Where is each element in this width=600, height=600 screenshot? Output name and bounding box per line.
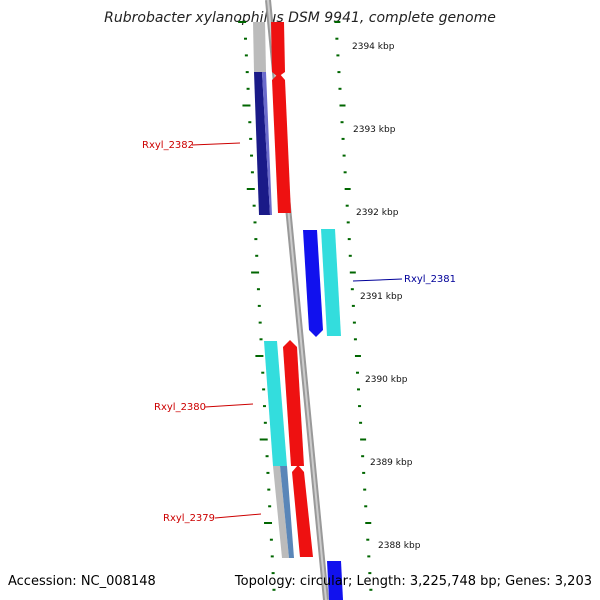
gene-rxyl-2380[interactable] — [264, 340, 304, 466]
leader-line-rxyl-2380 — [204, 403, 254, 408]
cyan-track[interactable] — [264, 341, 287, 466]
red-cds-segment[interactable] — [271, 22, 285, 77]
partial-feature-top[interactable] — [253, 22, 285, 77]
ruler-label-2394: 2394 kbp — [352, 42, 395, 52]
right-ruler-ticks — [334, 21, 373, 591]
ruler-label-2391: 2391 kbp — [360, 292, 403, 302]
map-title: Rubrobacter xylanophilus DSM 9941, compl… — [104, 10, 496, 26]
gray-track[interactable] — [273, 466, 289, 558]
ruler-label-2390: 2390 kbp — [365, 375, 408, 385]
ruler-label-2388: 2388 kbp — [378, 541, 421, 551]
navy-cds-arrow[interactable] — [254, 72, 270, 215]
genome-info: Topology: circular; Length: 3,225,748 bp… — [234, 574, 592, 589]
red-cds-arrow[interactable] — [283, 340, 304, 466]
gene-label-rxyl-2379[interactable]: Rxyl_2379 — [163, 513, 215, 524]
gray-track-segment[interactable] — [253, 22, 266, 72]
red-cds-arrow[interactable] — [272, 73, 291, 213]
red-cds-arrow[interactable] — [292, 465, 313, 557]
gene-rxyl-2379[interactable] — [273, 465, 313, 558]
ruler-label-2389: 2389 kbp — [370, 458, 413, 468]
purple-track[interactable] — [262, 72, 272, 215]
leader-line-rxyl-2381 — [352, 278, 403, 282]
gene-rxyl-2381[interactable] — [303, 229, 341, 337]
blue-cds-partial-bottom[interactable] — [327, 561, 343, 600]
gene-rxyl-2382[interactable] — [254, 72, 291, 215]
left-ruler-ticks — [238, 21, 276, 591]
gene-label-rxyl-2381[interactable]: Rxyl_2381 — [404, 274, 456, 285]
gene-label-rxyl-2380[interactable]: Rxyl_2380 — [154, 402, 206, 413]
gene-label-rxyl-2382[interactable]: Rxyl_2382 — [142, 140, 194, 151]
accession-label: Accession: NC_008148 — [8, 574, 156, 589]
leader-line-rxyl-2382 — [191, 142, 241, 146]
cyan-track[interactable] — [321, 229, 341, 336]
leader-line-rxyl-2379 — [214, 513, 262, 519]
blue-cds-arrow[interactable] — [303, 230, 323, 337]
ruler-label-2392: 2392 kbp — [356, 208, 399, 218]
ruler-label-2393: 2393 kbp — [353, 125, 396, 135]
steelblue-track[interactable] — [280, 466, 294, 558]
